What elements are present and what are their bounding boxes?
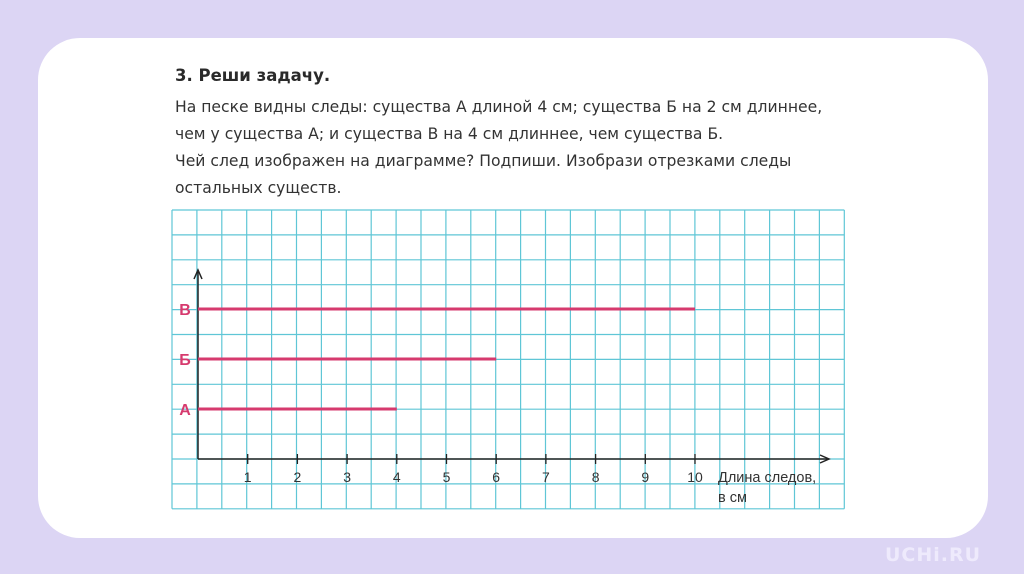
x-tick-label: 4 xyxy=(393,469,401,485)
x-tick-label: 1 xyxy=(244,469,252,485)
x-axis-label: Длина следов, xyxy=(718,470,816,486)
x-axis-arrow-icon xyxy=(819,454,831,464)
category-label: В xyxy=(179,302,191,319)
x-tick-label: 8 xyxy=(592,469,600,485)
x-tick-label: 6 xyxy=(492,469,500,485)
x-tick-label: 5 xyxy=(443,469,451,485)
x-tick-label: 2 xyxy=(294,469,302,485)
x-tick-label: 9 xyxy=(641,469,649,485)
x-tick-label: 10 xyxy=(687,469,703,485)
category-label: Б xyxy=(179,352,191,369)
y-axis-arrow-icon xyxy=(193,268,203,280)
task-line: Чей след изображен на диаграмме? Подпиши… xyxy=(175,152,792,170)
x-tick-label: 7 xyxy=(542,469,550,485)
task-line: остальных существ. xyxy=(175,179,342,197)
task-text: На песке видны следы: существа А длиной … xyxy=(175,94,822,202)
x-axis-label: в см xyxy=(718,490,747,506)
task-title: 3. Реши задачу. xyxy=(175,66,331,85)
brand-logo: UCHi.RU xyxy=(885,544,982,566)
category-label: А xyxy=(179,402,191,419)
task-line: чем у существа А; и существа В на 4 см д… xyxy=(175,125,724,143)
task-line: На песке видны следы: существа А длиной … xyxy=(175,98,823,116)
x-tick-label: 3 xyxy=(343,469,351,485)
